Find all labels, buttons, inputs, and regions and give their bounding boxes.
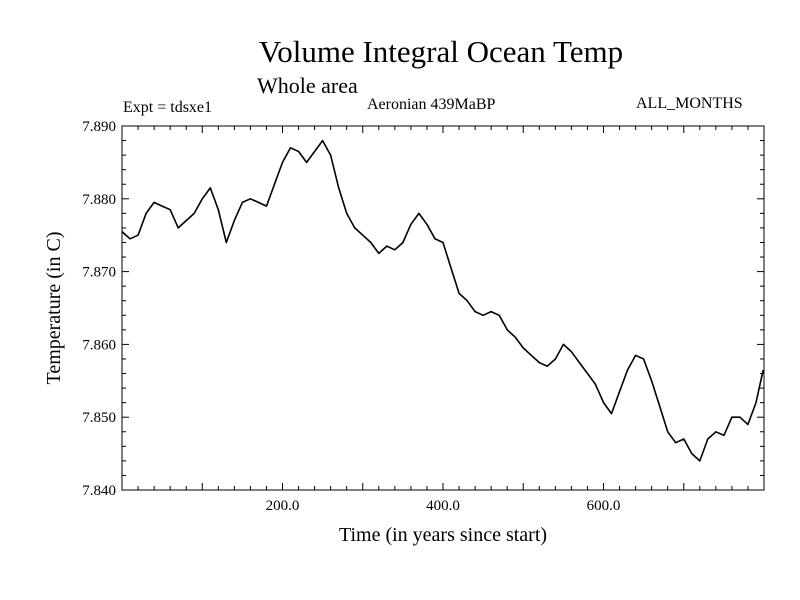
x-axis-title: Time (in years since start)	[339, 524, 547, 546]
y-tick-label: 7.850	[82, 410, 116, 426]
x-tick-label: 200.0	[266, 498, 300, 514]
series-layer	[121, 139, 764, 462]
x-tick-label: 600.0	[587, 498, 621, 514]
series-line	[121, 139, 764, 462]
y-tick-label: 7.860	[82, 337, 116, 353]
y-tick-label: 7.890	[82, 119, 116, 135]
y-tick-label: 7.840	[82, 483, 116, 499]
plot-frame	[121, 125, 765, 491]
x-tick-label: 400.0	[426, 498, 460, 514]
experiment-label: Expt = tdsxe1	[123, 99, 213, 116]
chart-subtitle: Whole area	[257, 73, 358, 98]
y-tick-label: 7.880	[82, 192, 116, 208]
period-label: Aeronian 439MaBP	[367, 96, 496, 113]
y-tick-label: 7.870	[82, 265, 116, 281]
y-axis-title: Temperature (in C)	[43, 232, 65, 385]
labels-layer: 200.0 400.0 600.0 7.840 7.850 7.860 7.870 7.880…	[82, 119, 620, 514]
chart-title: Volume Integral Ocean Temp	[258, 34, 624, 69]
months-label: ALL_MONTHS	[636, 95, 743, 112]
ticks-layer	[121, 125, 765, 491]
